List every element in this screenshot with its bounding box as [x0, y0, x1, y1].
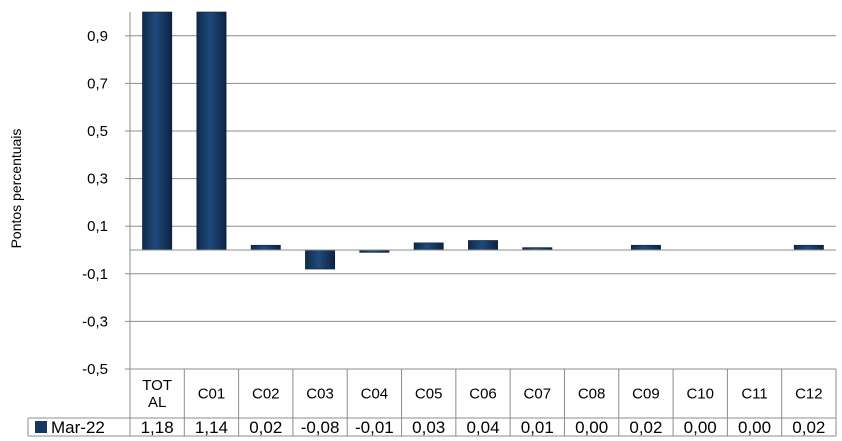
y-tick-label: 0,3: [87, 171, 108, 188]
data-value-label: 0,00: [738, 418, 771, 437]
y-tick-label: 0,7: [87, 75, 108, 92]
x-category-label: C02: [252, 386, 280, 403]
bar-c09: [630, 244, 661, 251]
data-value-label: 1,18: [141, 418, 174, 437]
bar-c12: [793, 244, 824, 251]
bar-c05: [413, 242, 444, 251]
y-tick-label: -0,3: [82, 313, 108, 330]
x-category-label: C10: [686, 386, 714, 403]
data-value-label: 0,00: [575, 418, 608, 437]
x-category-label: C11: [741, 386, 767, 403]
axes: [125, 12, 836, 370]
bar-c03: [305, 249, 336, 270]
data-value-label: -0,01: [355, 418, 394, 437]
bar-c06: [468, 240, 498, 251]
legend-swatch: [35, 421, 47, 433]
data-value-label: 0,02: [792, 418, 825, 437]
x-category-label: C06: [469, 386, 497, 403]
legend-label: Mar-22: [51, 418, 105, 437]
bar-total: [142, 11, 173, 251]
x-category-label: C12: [795, 386, 823, 403]
x-category-label: C09: [632, 386, 660, 403]
bars: [142, 11, 824, 270]
data-value-label: 0,03: [412, 418, 445, 437]
x-category-label: C01: [198, 386, 226, 403]
bar-c01: [196, 11, 227, 251]
data-value-label: 0,02: [629, 418, 662, 437]
data-value-label: 0,02: [249, 418, 282, 437]
x-category-label: C05: [415, 386, 443, 403]
x-category-label: C03: [306, 386, 334, 403]
data-value-label: 0,04: [466, 418, 499, 437]
data-value-label: -0,08: [301, 418, 340, 437]
y-tick-labels: 0,9 0,7 0,5 0,3 0,1 -0,1 -0,3 -0,5: [82, 28, 108, 378]
x-category-label: C08: [578, 386, 606, 403]
y-tick-label: -0,1: [82, 266, 108, 283]
data-value-label: 0,01: [521, 418, 554, 437]
data-value-label: 0,00: [684, 418, 717, 437]
y-tick-label: 0,9: [87, 28, 108, 45]
x-category-label: AL: [148, 394, 166, 411]
y-tick-label: -0,5: [82, 361, 108, 378]
gridlines: [130, 35, 836, 370]
y-tick-label: 0,5: [87, 123, 108, 140]
x-category-label: TOT: [142, 377, 172, 394]
data-value-label: 1,14: [195, 418, 228, 437]
x-category-label: C07: [524, 386, 552, 403]
y-tick-label: 0,1: [87, 218, 108, 235]
y-axis-label: Pontos percentuais: [8, 129, 24, 249]
x-category-label: C04: [361, 386, 389, 403]
bar-c02: [250, 244, 281, 251]
